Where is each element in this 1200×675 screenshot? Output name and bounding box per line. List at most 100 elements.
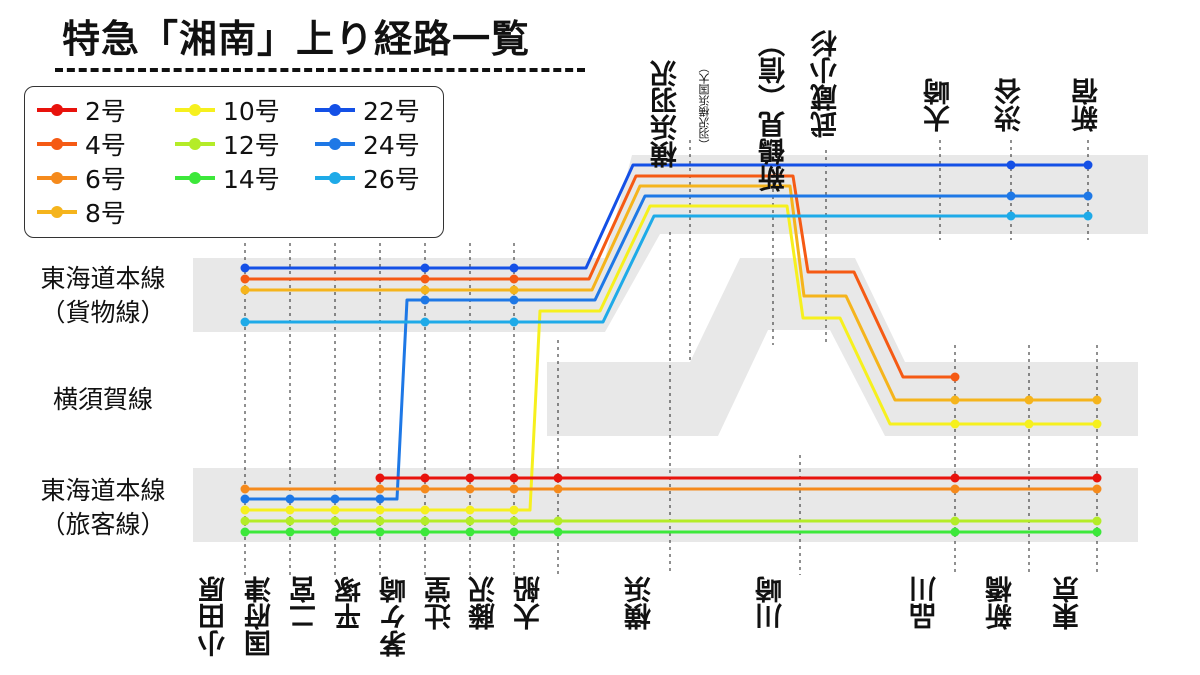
stop-24-marker xyxy=(509,295,519,305)
legend-swatch xyxy=(35,95,79,125)
legend-swatch xyxy=(313,163,357,193)
stop-8-marker xyxy=(509,285,519,295)
stop-8-marker xyxy=(240,285,250,295)
stop-10-marker xyxy=(509,505,519,515)
legend-swatch xyxy=(35,197,79,227)
stop-8-marker xyxy=(950,395,960,405)
legend: 2号 4号 6号 8号 10号 12号 14号 22号 xyxy=(24,86,444,238)
stop-14-marker xyxy=(465,527,475,537)
legend-label: 6号 xyxy=(85,165,126,194)
route-24 xyxy=(245,194,1088,501)
stop-2-marker xyxy=(950,473,960,483)
stop-2-marker xyxy=(420,473,430,483)
stop-10-marker xyxy=(330,505,340,515)
stop-4-marker xyxy=(420,274,430,284)
legend-swatch xyxy=(35,129,79,159)
stop-2-marker xyxy=(509,473,519,483)
stop-26-marker xyxy=(1083,211,1093,221)
legend-label: 10号 xyxy=(223,97,280,126)
line-label-passenger-name: 東海道本線 （旅客線） xyxy=(18,474,188,542)
station-label-yokohama: 横浜 xyxy=(625,576,656,630)
legend-item-4: 4号 xyxy=(35,129,126,160)
stop-22-marker xyxy=(1006,160,1016,170)
stop-8-marker xyxy=(1092,395,1102,405)
legend-label: 26号 xyxy=(363,165,420,194)
stop-14-marker xyxy=(950,527,960,537)
legend-item-2: 2号 xyxy=(35,95,126,126)
band-passenger xyxy=(193,468,1138,542)
stop-24-marker xyxy=(285,494,295,504)
stop-2-marker xyxy=(1092,473,1102,483)
station-label-odawara: 小田原 xyxy=(199,576,230,657)
stop-6-marker xyxy=(240,484,250,494)
legend-item-8: 8号 xyxy=(35,197,126,228)
legend-item-14: 14号 xyxy=(173,163,280,194)
stop-12-marker xyxy=(1092,516,1102,526)
line-label-yokosuka: 横須賀線 xyxy=(52,385,153,414)
stop-14-marker xyxy=(1092,527,1102,537)
route-8 xyxy=(245,184,1097,402)
stop-24-marker xyxy=(240,494,250,504)
stop-26-marker xyxy=(1006,211,1016,221)
legend-swatch xyxy=(313,129,357,159)
stop-6-marker xyxy=(375,484,385,494)
station-label-shibuya: 渋谷 xyxy=(995,78,1026,132)
legend-label: 24号 xyxy=(363,131,420,160)
station-label-tokyo: 東京 xyxy=(1053,576,1084,630)
stop-24-marker xyxy=(330,494,340,504)
stop-14-marker xyxy=(375,527,385,537)
stop-10-marker xyxy=(1024,419,1034,429)
stop-12-marker xyxy=(285,516,295,526)
line-label-freight: 東海道本線 （貨物線） xyxy=(18,262,188,330)
stop-10-marker xyxy=(465,505,475,515)
legend-swatch xyxy=(313,95,357,125)
stop-12-marker xyxy=(465,516,475,526)
legend-item-22: 22号 xyxy=(313,95,420,126)
stop-6-marker xyxy=(950,484,960,494)
stop-24-marker xyxy=(1083,191,1093,201)
stop-26-marker xyxy=(509,317,519,327)
stop-6-marker xyxy=(509,484,519,494)
station-label-kawasaki: 川崎 xyxy=(756,576,787,630)
line-label-text: （旅客線） xyxy=(40,510,166,539)
line-label-text: 東海道本線 xyxy=(40,476,166,505)
station-label-shimbashi: 新橋 xyxy=(986,576,1017,630)
station-label-fujisawa: 藤沢 xyxy=(469,576,500,630)
stop-10-marker xyxy=(1092,419,1102,429)
route-4 xyxy=(245,174,955,379)
legend-item-26: 26号 xyxy=(313,163,420,194)
line-label-text: 東海道本線 xyxy=(40,264,166,293)
stop-8-marker xyxy=(1024,395,1034,405)
stop-26-marker xyxy=(240,317,250,327)
stop-12-marker xyxy=(509,516,519,526)
stop-10-marker xyxy=(950,419,960,429)
station-label-hiratsuka: 平塚 xyxy=(335,576,366,630)
stop-12-marker xyxy=(420,516,430,526)
stop-22-marker xyxy=(509,263,519,273)
stop-4-marker xyxy=(950,372,960,382)
stop-8-marker xyxy=(420,285,430,295)
legend-item-24: 24号 xyxy=(313,129,420,160)
stop-12-marker xyxy=(240,516,250,526)
stop-14-marker xyxy=(330,527,340,537)
station-label-ninomiya: 二宮 xyxy=(290,576,321,630)
station-label-kozu: 国府津 xyxy=(245,576,276,657)
line-label-freight-name: 東海道本線 （貨物線） xyxy=(18,262,188,330)
stop-22-marker xyxy=(1083,160,1093,170)
legend-swatch xyxy=(173,129,217,159)
station-label-osaki: 大崎 xyxy=(924,78,955,132)
legend-label: 8号 xyxy=(85,199,126,228)
stop-12-marker xyxy=(375,516,385,526)
station-label-ofuna: 大船 xyxy=(514,576,545,630)
legend-label: 14号 xyxy=(223,165,280,194)
legend-label: 4号 xyxy=(85,131,126,160)
route-10 xyxy=(245,204,1097,512)
band-yokosuka xyxy=(547,258,1138,436)
page-title: 特急「湘南」上り経路一覧 xyxy=(62,17,531,61)
route-22 xyxy=(245,163,1088,270)
stop-4-marker xyxy=(509,274,519,284)
stop-10-marker xyxy=(285,505,295,515)
station-note-hazawa: （羽沢横浜国大） xyxy=(698,62,711,150)
